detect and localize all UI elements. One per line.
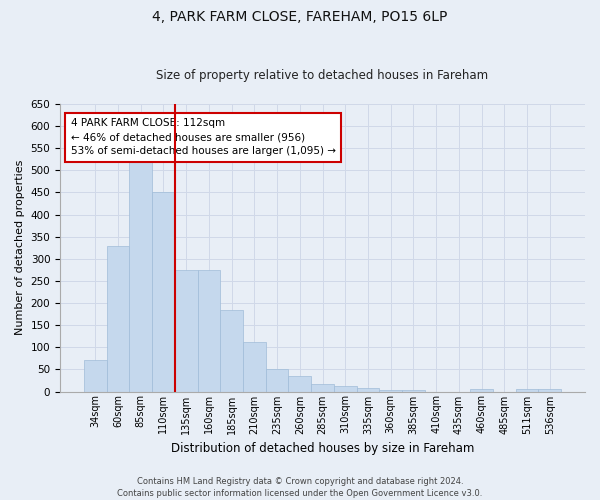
Bar	[243, 342, 266, 392]
X-axis label: Distribution of detached houses by size in Fareham: Distribution of detached houses by size …	[171, 442, 474, 455]
Bar	[356, 388, 379, 392]
Text: 4, PARK FARM CLOSE, FAREHAM, PO15 6LP: 4, PARK FARM CLOSE, FAREHAM, PO15 6LP	[152, 10, 448, 24]
Bar	[311, 384, 334, 392]
Bar	[220, 310, 243, 392]
Bar	[130, 160, 152, 392]
Bar	[84, 360, 107, 392]
Bar	[266, 368, 289, 392]
Bar	[152, 192, 175, 392]
Title: Size of property relative to detached houses in Fareham: Size of property relative to detached ho…	[157, 69, 488, 82]
Bar	[289, 376, 311, 392]
Y-axis label: Number of detached properties: Number of detached properties	[15, 160, 25, 336]
Bar	[470, 390, 493, 392]
Bar	[175, 270, 197, 392]
Bar	[538, 390, 561, 392]
Text: 4 PARK FARM CLOSE: 112sqm
← 46% of detached houses are smaller (956)
53% of semi: 4 PARK FARM CLOSE: 112sqm ← 46% of detac…	[71, 118, 335, 156]
Bar	[515, 390, 538, 392]
Bar	[379, 390, 402, 392]
Text: Contains HM Land Registry data © Crown copyright and database right 2024.
Contai: Contains HM Land Registry data © Crown c…	[118, 476, 482, 498]
Bar	[197, 270, 220, 392]
Bar	[402, 390, 425, 392]
Bar	[107, 246, 130, 392]
Bar	[334, 386, 356, 392]
